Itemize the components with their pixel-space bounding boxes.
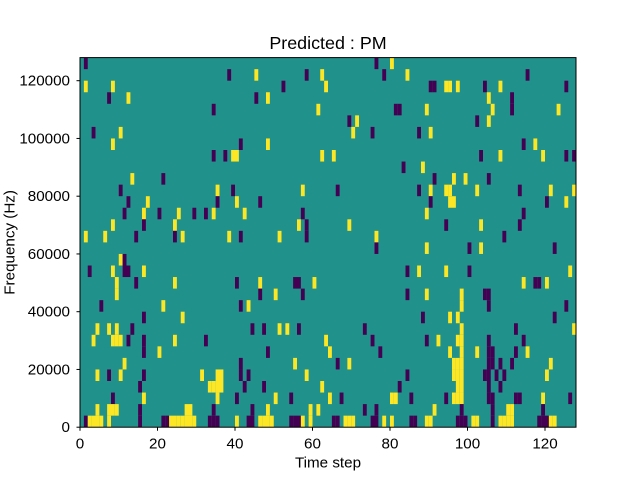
svg-text:100: 100 — [455, 436, 480, 453]
svg-text:60000: 60000 — [28, 246, 70, 263]
svg-text:20: 20 — [149, 436, 166, 453]
svg-text:100000: 100000 — [19, 130, 70, 147]
svg-text:60: 60 — [304, 436, 321, 453]
svg-text:120000: 120000 — [19, 73, 70, 90]
svg-text:40: 40 — [227, 436, 244, 453]
svg-text:80000: 80000 — [28, 188, 70, 205]
svg-text:40000: 40000 — [28, 304, 70, 321]
svg-text:Frequency (Hz): Frequency (Hz) — [1, 190, 18, 295]
svg-text:Time step: Time step — [295, 454, 361, 471]
svg-text:0: 0 — [76, 436, 84, 453]
svg-text:Predicted : PM: Predicted : PM — [269, 33, 386, 53]
svg-text:80: 80 — [382, 436, 399, 453]
svg-text:0: 0 — [62, 419, 70, 436]
svg-text:20000: 20000 — [28, 361, 70, 378]
svg-text:120: 120 — [532, 436, 557, 453]
